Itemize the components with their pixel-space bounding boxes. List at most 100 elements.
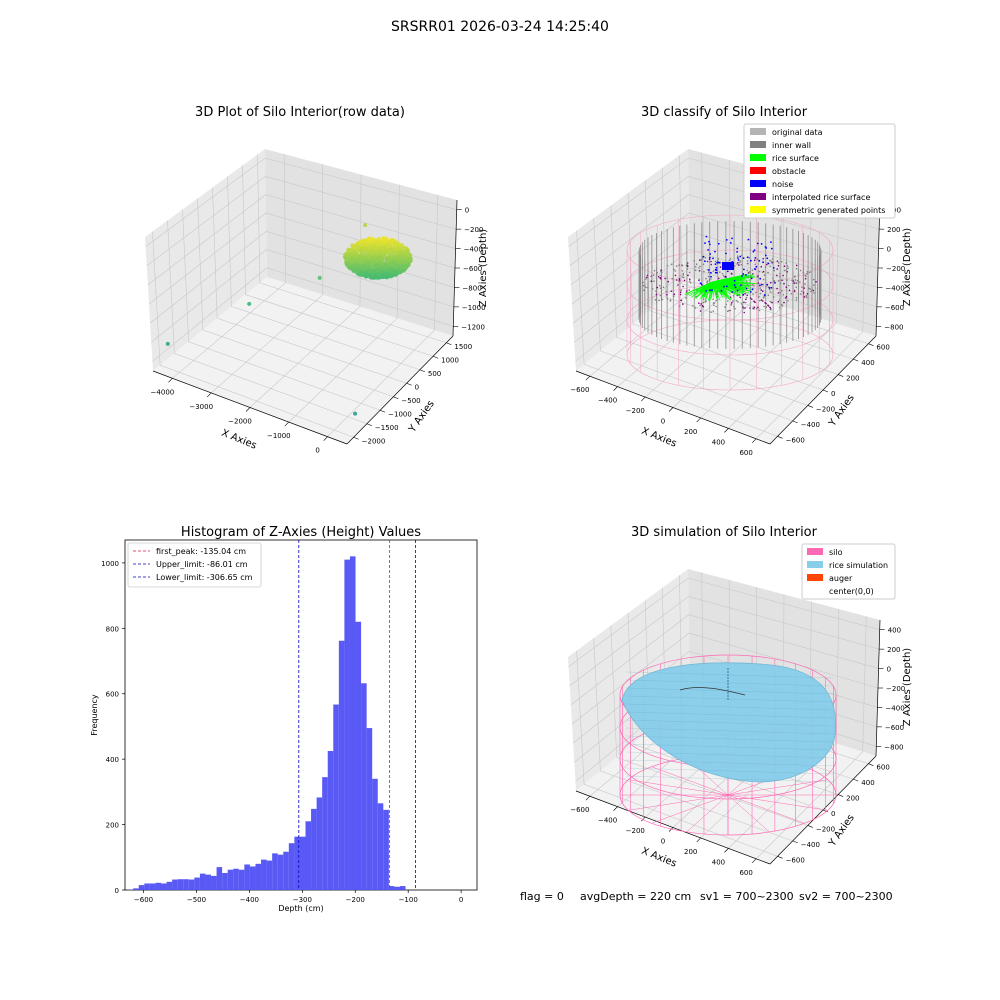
classify-z-axis-label: Z Axies (Depth)	[902, 228, 913, 306]
classify-noise-point	[737, 259, 740, 261]
raw-ytick-mark	[433, 355, 439, 359]
classify-interior-point	[745, 298, 747, 301]
classify-interior-point	[666, 294, 668, 296]
classify-interior-point	[650, 280, 653, 283]
classify-interior-point	[792, 280, 795, 282]
classify-rice-surface-ray	[685, 281, 713, 295]
classify-interior-point	[735, 299, 738, 302]
classify-noise-point	[704, 260, 706, 263]
simulation-silo-floor-spoke	[651, 794, 729, 824]
raw-cluster-point	[360, 264, 365, 269]
classify-interior-point	[737, 301, 739, 303]
histogram-bar	[183, 879, 189, 890]
classify-interior-point	[770, 281, 772, 284]
classify-rice-surface-ray	[693, 281, 713, 295]
classify-interior-point	[781, 289, 783, 292]
simulation-legend-label: center(0,0)	[829, 587, 874, 596]
classify-noise-point	[733, 284, 736, 287]
simulation-rice-mesh-line	[625, 751, 835, 759]
simulation-ygrid-line	[610, 625, 808, 826]
classify-noise-point	[714, 250, 716, 253]
raw-cluster-point	[379, 239, 384, 244]
simulation-ztick-label: −800	[884, 743, 903, 751]
classify-interior-point	[645, 286, 647, 289]
classify-interior-point	[666, 264, 669, 267]
classify-interior-point	[756, 258, 759, 261]
classify-interior-point	[754, 263, 756, 266]
raw-ygrid-line	[227, 176, 420, 371]
classify-ygrid-line	[576, 230, 778, 437]
histogram-legend-label: Upper_limit: -86.01 cm	[156, 560, 248, 569]
raw-axes: −4000−3000−2000−10000−2000−1500−1000−500…	[145, 149, 486, 455]
simulation-ytick-label: −400	[801, 841, 820, 849]
raw-cluster-point	[375, 249, 380, 254]
raw-cluster-point	[380, 260, 385, 266]
classify-noise-point	[750, 259, 752, 262]
classify-legend-label: symmetric generated points	[772, 206, 885, 215]
simulation-legend-swatch	[807, 574, 823, 581]
classify-interior-point	[751, 269, 754, 272]
classify-ygrid-line	[679, 155, 869, 344]
classify-interior-point	[717, 277, 720, 280]
classify-interior-point	[787, 300, 789, 302]
histogram-bar	[349, 556, 356, 890]
simulation-legend-box	[801, 543, 896, 600]
classify-interior-point	[788, 289, 791, 292]
classify-interior-point	[699, 304, 701, 307]
classify-interior-point	[715, 299, 717, 302]
classify-interior-point	[705, 277, 707, 280]
raw-xtick-mark	[284, 421, 290, 427]
classify-interior-point	[659, 284, 661, 287]
classify-ygrid-line	[627, 192, 824, 391]
simulation-legend: silo rice simulation auger center(0,0)	[801, 543, 896, 600]
classify-interior-point	[758, 309, 761, 312]
classify-interior-point	[785, 295, 788, 298]
simulation-rice-mesh-line	[625, 767, 835, 775]
classify-interior-point	[771, 301, 773, 304]
raw-ztick-label: −800	[462, 284, 481, 292]
classify-noise-point	[736, 247, 739, 250]
classify-interior-point	[752, 307, 754, 310]
simulation-ytick-mark	[838, 794, 844, 797]
simulation-rice-mesh-line	[625, 687, 835, 695]
raw-cluster-point	[370, 255, 375, 261]
raw-xgrid-line	[327, 194, 439, 437]
classify-interior-point	[647, 287, 649, 289]
raw-cluster-point	[369, 236, 374, 241]
histogram-bar	[355, 621, 362, 890]
classify-interior-point	[674, 270, 677, 272]
simulation-silo-floor-spoke	[628, 779, 729, 796]
classify-interior-point	[760, 289, 762, 291]
raw-xtick-label: 0	[315, 447, 319, 455]
classify-legend-label: inner wall	[772, 141, 811, 150]
classify-interior-point	[657, 276, 660, 278]
classify-ytick-label: −600	[786, 436, 805, 444]
classify-interior-point	[777, 292, 780, 294]
classify-interior-point	[748, 257, 751, 259]
classify-noise-point	[714, 263, 717, 266]
classify-interior-point	[671, 278, 673, 280]
classify-noise-point	[770, 241, 772, 244]
classify-noise-point	[760, 243, 763, 245]
classify-interior-point	[809, 271, 811, 274]
classify-interior-point	[767, 305, 770, 307]
classify-legend-label: original data	[772, 128, 823, 137]
raw-ytick-mark	[419, 369, 425, 373]
classify-interior-point	[770, 308, 772, 311]
simulation-ytick-mark	[792, 840, 798, 844]
classify-interior-point	[731, 300, 734, 302]
classify-interior-point	[679, 291, 682, 294]
classify-interior-point	[737, 262, 739, 264]
raw-cluster-point	[377, 264, 382, 269]
simulation-ygrid-line	[627, 612, 824, 811]
raw-cluster-point	[374, 257, 380, 262]
classify-interior-point	[726, 310, 729, 313]
raw-ytick-label: −500	[401, 397, 420, 405]
simulation-rice-mesh-line	[625, 719, 835, 727]
classify-interior-point	[752, 293, 754, 295]
classify-interior-point	[804, 274, 807, 277]
raw-outlier-point	[247, 301, 252, 306]
classify-interior-point	[784, 297, 787, 299]
classify-interior-point	[729, 309, 732, 312]
